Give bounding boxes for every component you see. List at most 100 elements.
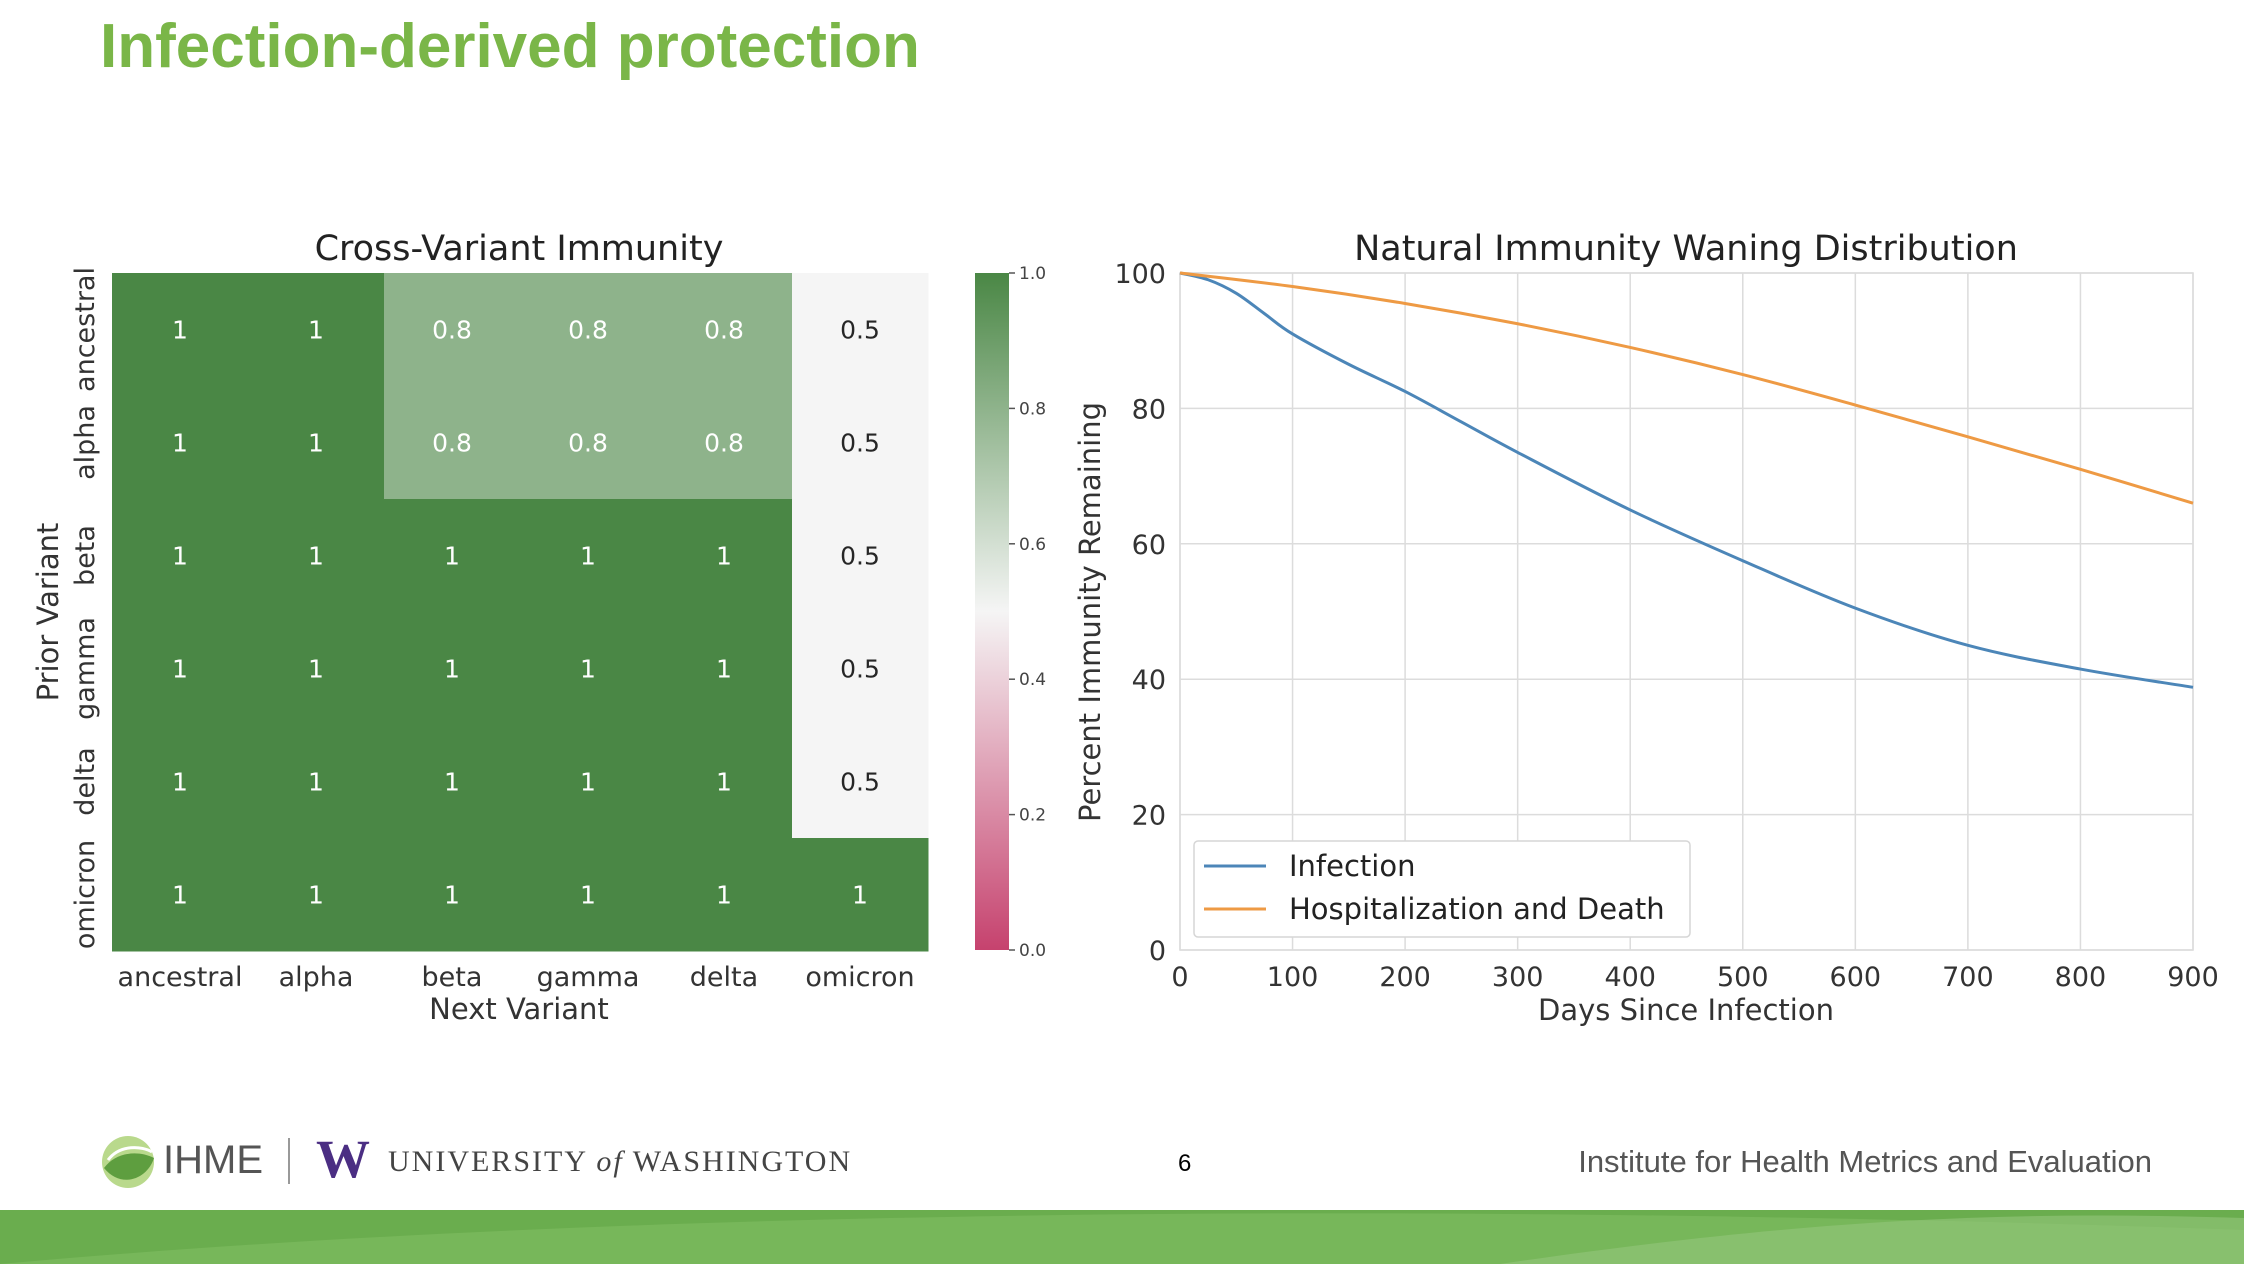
uw-w-logo-icon: W xyxy=(316,1129,370,1189)
uw-wordmark: UNIVERSITY of WASHINGTON xyxy=(388,1145,852,1179)
y-tick-label: 60 xyxy=(1132,530,1166,561)
heatmap-y-tick-label: beta xyxy=(70,525,101,586)
heatmap-title: Cross-Variant Immunity xyxy=(315,229,724,269)
heatmap-cell-label: 1 xyxy=(444,768,460,797)
x-tick-label: 800 xyxy=(2055,962,2107,993)
x-tick-label: 700 xyxy=(1942,962,1994,993)
heatmap-cell xyxy=(792,386,929,500)
uw-wordmark-of: of xyxy=(596,1145,624,1178)
heatmap-cell-label: 1 xyxy=(172,316,188,345)
heatmap-cell-label: 0.8 xyxy=(568,316,608,345)
heatmap-cell xyxy=(792,838,929,952)
heatmap-cell xyxy=(384,612,521,726)
heatmap-cell-label: 0.8 xyxy=(704,429,744,458)
colorbar-tick-label: 0.6 xyxy=(1019,535,1046,555)
heatmap-cell xyxy=(792,499,929,613)
heatmap-ylabel: Prior Variant xyxy=(31,523,65,702)
line-chart-xlabel: Days Since Infection xyxy=(1538,993,1834,1027)
y-tick-label: 80 xyxy=(1132,394,1166,425)
heatmap-cell xyxy=(656,273,793,387)
heatmap-cell-label: 1 xyxy=(580,768,596,797)
heatmap-cell xyxy=(248,386,385,500)
heatmap-cell xyxy=(792,273,929,387)
heatmap-cell-label: 0.8 xyxy=(432,316,472,345)
heatmap-cell xyxy=(248,612,385,726)
heatmap-cell-label: 0.8 xyxy=(432,429,472,458)
legend-label-hospitalization: Hospitalization and Death xyxy=(1289,892,1665,926)
heatmap-cell-label: 1 xyxy=(716,881,732,910)
footer-divider xyxy=(288,1138,290,1184)
heatmap-chart: Cross-Variant Immunity 1 1 0.8 0.8 0.8 0.5 1 1 0… xyxy=(31,229,1046,1026)
heatmap-cell-label: 1 xyxy=(716,542,732,571)
heatmap-cell-label: 1 xyxy=(308,655,324,684)
heatmap-cell xyxy=(520,386,657,500)
heatmap-cell-label: 1 xyxy=(716,768,732,797)
y-tick-label: 20 xyxy=(1132,801,1166,832)
heatmap-cell xyxy=(112,499,249,613)
x-tick-label: 0 xyxy=(1171,962,1188,993)
legend-box xyxy=(1193,840,1691,938)
heatmap-cell xyxy=(656,838,793,952)
heatmap-cell xyxy=(112,838,249,952)
x-tick-label: 100 xyxy=(1267,962,1319,993)
heatmap-cell-label: 1 xyxy=(308,429,324,458)
heatmap-cell xyxy=(656,386,793,500)
heatmap-y-tick-label: ancestral xyxy=(70,267,101,392)
heatmap-cell-label: 1 xyxy=(580,542,596,571)
heatmap-cell-label: 1 xyxy=(172,542,188,571)
x-tick-label: 900 xyxy=(2167,962,2219,993)
plot-area xyxy=(1179,272,2194,951)
heatmap-cell xyxy=(520,273,657,387)
heatmap-cell-label: 0.5 xyxy=(840,542,880,571)
x-tick-label: 200 xyxy=(1379,962,1431,993)
heatmap-cell xyxy=(384,499,521,613)
y-tick-label: 40 xyxy=(1132,665,1166,696)
heatmap-cell xyxy=(248,838,385,952)
colorbar-tick-label: 1.0 xyxy=(1019,264,1046,284)
heatmap-cell xyxy=(112,386,249,500)
heatmap-cell-label: 1 xyxy=(444,655,460,684)
heatmap-y-tick-label: delta xyxy=(70,747,101,815)
heatmap-cell-label: 0.5 xyxy=(840,429,880,458)
ihme-logo-icon xyxy=(102,1136,154,1188)
heatmap-y-tick-label: omicron xyxy=(70,840,101,949)
x-tick-label: 300 xyxy=(1492,962,1544,993)
heatmap-x-tick-label: alpha xyxy=(279,962,354,993)
heatmap-cell xyxy=(656,499,793,613)
heatmap-cell-label: 1 xyxy=(308,881,324,910)
footer-band xyxy=(0,1210,2244,1264)
heatmap-cell xyxy=(248,725,385,839)
heatmap-cell-label: 1 xyxy=(172,768,188,797)
y-tick-label: 100 xyxy=(1114,259,1166,290)
heatmap-cell-label: 1 xyxy=(444,542,460,571)
heatmap-cell-label: 0.5 xyxy=(840,655,880,684)
uw-wordmark-university: UNIVERSITY xyxy=(388,1145,587,1178)
heatmap-cell xyxy=(520,725,657,839)
heatmap-x-tick-label: omicron xyxy=(805,962,914,993)
heatmap-cell-label: 0.8 xyxy=(568,429,608,458)
heatmap-cell xyxy=(520,499,657,613)
line-chart-title: Natural Immunity Waning Distribution xyxy=(1354,229,2018,269)
colorbar xyxy=(975,273,1009,950)
x-tick-label: 400 xyxy=(1604,962,1656,993)
heatmap-x-tick-label: delta xyxy=(690,962,758,993)
heatmap-cell xyxy=(520,838,657,952)
uw-wordmark-washington: WASHINGTON xyxy=(632,1145,853,1178)
heatmap-x-tick-label: ancestral xyxy=(118,962,243,993)
heatmap-cell-label: 1 xyxy=(580,881,596,910)
heatmap-y-tick-label: alpha xyxy=(70,405,101,480)
page-number: 6 xyxy=(1178,1150,1192,1177)
heatmap-cell-label: 1 xyxy=(580,655,596,684)
ihme-wordmark: IHME xyxy=(163,1138,263,1182)
heatmap-xlabel: Next Variant xyxy=(429,992,609,1026)
heatmap-x-tick-label: beta xyxy=(422,962,483,993)
heatmap-cell xyxy=(384,838,521,952)
heatmap-y-tick-label: gamma xyxy=(70,617,101,720)
heatmap-cell-label: 1 xyxy=(308,768,324,797)
heatmap-cell-label: 1 xyxy=(172,881,188,910)
heatmap-cell-label: 1 xyxy=(308,542,324,571)
legend: Infection Hospitalization and Death xyxy=(1193,840,1691,938)
heatmap-cell xyxy=(384,725,521,839)
colorbar-tick-label: 0.8 xyxy=(1019,399,1046,419)
